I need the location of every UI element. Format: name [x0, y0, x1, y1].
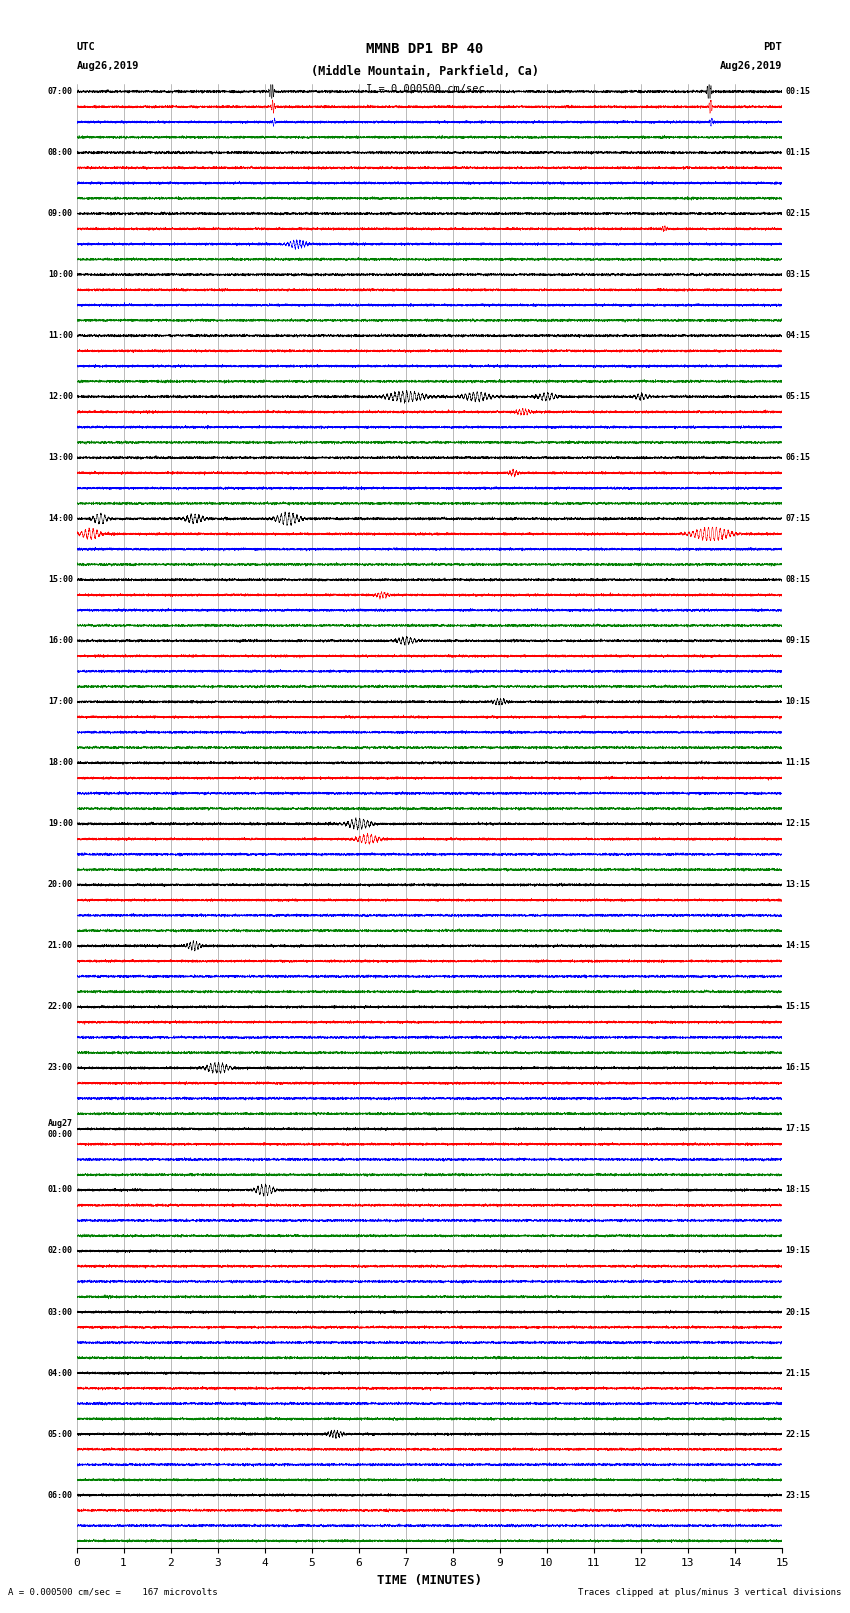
Text: 19:15: 19:15	[785, 1247, 811, 1255]
Text: 15:00: 15:00	[48, 576, 73, 584]
Text: 14:15: 14:15	[785, 942, 811, 950]
Text: 18:00: 18:00	[48, 758, 73, 768]
Text: 03:00: 03:00	[48, 1308, 73, 1316]
Text: 08:15: 08:15	[785, 576, 811, 584]
Text: 10:00: 10:00	[48, 269, 73, 279]
Text: UTC: UTC	[76, 42, 95, 52]
Text: 19:00: 19:00	[48, 819, 73, 829]
Text: 08:00: 08:00	[48, 148, 73, 156]
Text: 20:00: 20:00	[48, 881, 73, 889]
Text: 17:15: 17:15	[785, 1124, 811, 1134]
Text: 03:15: 03:15	[785, 269, 811, 279]
Text: 21:00: 21:00	[48, 942, 73, 950]
Text: (Middle Mountain, Parkfield, Ca): (Middle Mountain, Parkfield, Ca)	[311, 65, 539, 77]
Text: 20:15: 20:15	[785, 1308, 811, 1316]
Text: A = 0.000500 cm/sec =    167 microvolts: A = 0.000500 cm/sec = 167 microvolts	[8, 1587, 218, 1597]
Text: 21:15: 21:15	[785, 1368, 811, 1378]
Text: 00:15: 00:15	[785, 87, 811, 97]
Text: 02:00: 02:00	[48, 1247, 73, 1255]
Text: 14:00: 14:00	[48, 515, 73, 523]
Text: 12:15: 12:15	[785, 819, 811, 829]
Text: Aug26,2019: Aug26,2019	[719, 61, 782, 71]
Text: 18:15: 18:15	[785, 1186, 811, 1195]
Text: 09:00: 09:00	[48, 210, 73, 218]
Text: 15:15: 15:15	[785, 1002, 811, 1011]
Text: I = 0.000500 cm/sec: I = 0.000500 cm/sec	[366, 84, 484, 94]
Text: 10:15: 10:15	[785, 697, 811, 706]
Text: 23:00: 23:00	[48, 1063, 73, 1073]
Text: 04:15: 04:15	[785, 331, 811, 340]
Text: 16:15: 16:15	[785, 1063, 811, 1073]
Text: 07:15: 07:15	[785, 515, 811, 523]
Text: 17:00: 17:00	[48, 697, 73, 706]
Text: 07:00: 07:00	[48, 87, 73, 97]
Text: 22:15: 22:15	[785, 1429, 811, 1439]
Text: 02:15: 02:15	[785, 210, 811, 218]
Text: PDT: PDT	[763, 42, 782, 52]
Text: 06:15: 06:15	[785, 453, 811, 463]
Text: 01:00: 01:00	[48, 1186, 73, 1195]
Text: 11:00: 11:00	[48, 331, 73, 340]
Text: MMNB DP1 BP 40: MMNB DP1 BP 40	[366, 42, 484, 56]
Text: 06:00: 06:00	[48, 1490, 73, 1500]
Text: 13:15: 13:15	[785, 881, 811, 889]
Text: 11:15: 11:15	[785, 758, 811, 768]
Text: 01:15: 01:15	[785, 148, 811, 156]
Text: 13:00: 13:00	[48, 453, 73, 463]
Text: 22:00: 22:00	[48, 1002, 73, 1011]
Text: 23:15: 23:15	[785, 1490, 811, 1500]
Text: 09:15: 09:15	[785, 636, 811, 645]
Text: Aug26,2019: Aug26,2019	[76, 61, 139, 71]
X-axis label: TIME (MINUTES): TIME (MINUTES)	[377, 1574, 482, 1587]
Text: 16:00: 16:00	[48, 636, 73, 645]
Text: 04:00: 04:00	[48, 1368, 73, 1378]
Text: Aug27
00:00: Aug27 00:00	[48, 1119, 73, 1139]
Text: 05:00: 05:00	[48, 1429, 73, 1439]
Text: 12:00: 12:00	[48, 392, 73, 402]
Text: 05:15: 05:15	[785, 392, 811, 402]
Text: Traces clipped at plus/minus 3 vertical divisions: Traces clipped at plus/minus 3 vertical …	[578, 1587, 842, 1597]
